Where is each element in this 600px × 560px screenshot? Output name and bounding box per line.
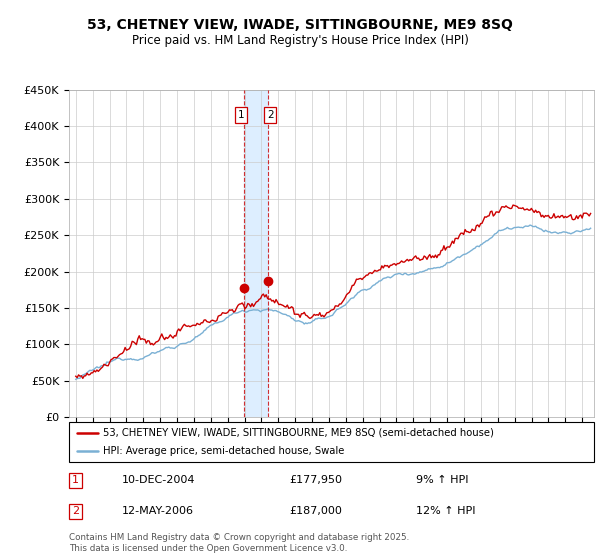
Text: HPI: Average price, semi-detached house, Swale: HPI: Average price, semi-detached house,… <box>103 446 344 456</box>
Text: 9% ↑ HPI: 9% ↑ HPI <box>415 475 468 486</box>
Text: £177,950: £177,950 <box>290 475 343 486</box>
Text: 53, CHETNEY VIEW, IWADE, SITTINGBOURNE, ME9 8SQ: 53, CHETNEY VIEW, IWADE, SITTINGBOURNE, … <box>87 18 513 32</box>
Text: 1: 1 <box>72 475 79 486</box>
Text: 2: 2 <box>72 506 79 516</box>
FancyBboxPatch shape <box>69 422 594 462</box>
Bar <box>244 90 268 417</box>
Text: 1: 1 <box>238 110 245 120</box>
Text: 10-DEC-2004: 10-DEC-2004 <box>121 475 195 486</box>
Text: 12-MAY-2006: 12-MAY-2006 <box>121 506 193 516</box>
Text: 2: 2 <box>267 110 274 120</box>
Text: £187,000: £187,000 <box>290 506 343 516</box>
Text: Price paid vs. HM Land Registry's House Price Index (HPI): Price paid vs. HM Land Registry's House … <box>131 34 469 46</box>
Text: 12% ↑ HPI: 12% ↑ HPI <box>415 506 475 516</box>
Text: 53, CHETNEY VIEW, IWADE, SITTINGBOURNE, ME9 8SQ (semi-detached house): 53, CHETNEY VIEW, IWADE, SITTINGBOURNE, … <box>103 428 494 437</box>
Text: Contains HM Land Registry data © Crown copyright and database right 2025.
This d: Contains HM Land Registry data © Crown c… <box>69 533 409 553</box>
